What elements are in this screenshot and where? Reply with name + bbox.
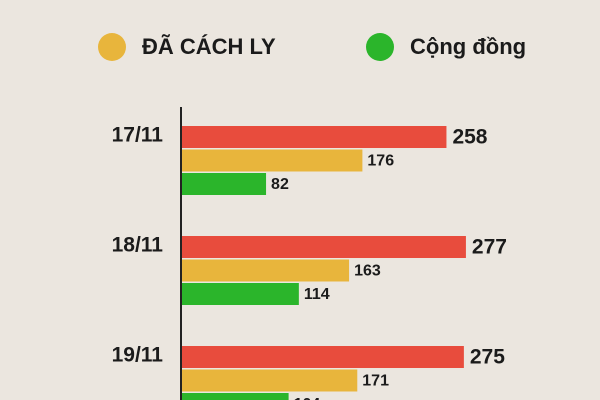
legend-marker — [98, 33, 126, 61]
value-label: 277 — [472, 236, 507, 259]
bar — [182, 236, 466, 258]
category-label: 17/11 — [112, 124, 164, 147]
bar — [182, 173, 267, 195]
value-label: 176 — [367, 153, 394, 170]
legend-marker — [366, 33, 394, 61]
value-label: 171 — [362, 373, 389, 390]
value-label: 258 — [452, 126, 487, 149]
bar — [182, 283, 299, 305]
bar — [182, 126, 447, 148]
category-label: 18/11 — [112, 234, 164, 257]
value-label: 104 — [294, 396, 321, 400]
value-label: 275 — [470, 346, 505, 369]
bar — [182, 369, 358, 392]
legend-label: Cộng đồng — [410, 34, 526, 59]
bar — [182, 393, 289, 400]
value-label: 114 — [304, 286, 330, 303]
bar — [182, 259, 350, 282]
bar — [182, 149, 363, 172]
category-label: 19/11 — [112, 344, 164, 367]
legend-label: ĐÃ CÁCH LY — [142, 34, 276, 59]
bar — [182, 346, 464, 368]
value-label: 163 — [354, 263, 381, 280]
value-label: 82 — [271, 176, 289, 193]
